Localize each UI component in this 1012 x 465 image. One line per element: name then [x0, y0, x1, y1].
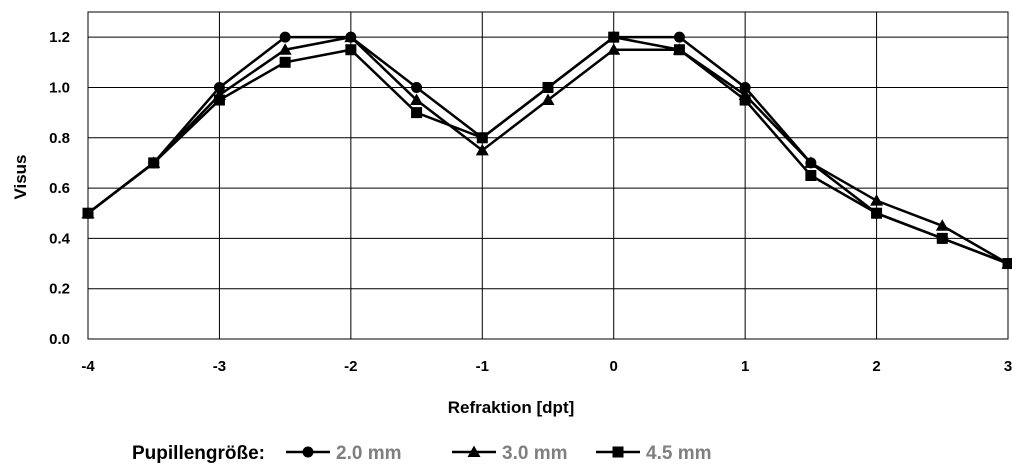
series-line [87, 35, 1009, 265]
legend-entry: 3.0 mm [452, 443, 567, 464]
data-point [410, 93, 424, 106]
data-point [279, 31, 291, 43]
y-tick-label: 0.6 [49, 180, 70, 197]
data-point [1002, 258, 1012, 270]
data-point [475, 143, 489, 156]
data-point [804, 156, 818, 168]
x-tick-label: -3 [213, 358, 226, 375]
series-triangle [81, 30, 1012, 269]
data-point [82, 207, 94, 219]
series-line [87, 35, 1009, 265]
data-point [608, 31, 620, 43]
data-point [739, 81, 751, 93]
data-point [871, 207, 883, 219]
series-circle [82, 31, 1012, 270]
series-line [87, 35, 1009, 265]
series-square [82, 31, 1012, 270]
legend-entry: 2.0 mm [286, 443, 401, 464]
data-point [541, 93, 555, 106]
x-tick-label: 1 [741, 358, 749, 375]
legend-label: 2.0 mm [336, 443, 401, 464]
legend-label: 3.0 mm [502, 443, 567, 464]
y-tick-label: 0.8 [49, 130, 70, 147]
data-point [476, 132, 488, 144]
x-tick-label: -2 [344, 358, 357, 375]
data-point [936, 232, 948, 244]
y-tick-label: 0.4 [49, 230, 71, 247]
y-tick-label: 0.2 [49, 281, 70, 298]
legend-marker [302, 446, 314, 458]
legend: Pupillengröße: 2.0 mm 3.0 mm 4.5 mm [132, 443, 711, 464]
data-point [148, 157, 160, 169]
x-tick-label: 3 [1004, 358, 1012, 375]
y-tick-label: 0.0 [49, 331, 70, 348]
y-tick-labels: 0.0 0.2 0.4 0.6 0.8 1.0 1.2 [49, 29, 71, 348]
series-layer [81, 30, 1012, 270]
data-point [673, 31, 685, 43]
data-point [344, 30, 358, 43]
data-point [411, 107, 423, 119]
x-tick-label: 2 [872, 358, 880, 375]
data-point [870, 194, 884, 206]
legend-label: 4.5 mm [646, 443, 711, 464]
legend-marker [612, 446, 624, 458]
legend-marker [467, 445, 481, 457]
data-point [542, 81, 554, 93]
x-tick-label: 0 [610, 358, 618, 375]
y-axis-title: Visus [11, 154, 30, 199]
x-tick-labels: -4 -3 -2 -1 0 1 2 3 [81, 358, 1012, 375]
data-point [213, 94, 225, 106]
x-tick-label: -4 [81, 358, 95, 375]
data-point [345, 44, 357, 56]
data-point [935, 219, 949, 231]
data-point [279, 56, 291, 68]
legend-entry: 4.5 mm [596, 443, 711, 464]
plot-frame [87, 11, 1009, 340]
grid-lines [87, 11, 1009, 340]
data-point [213, 81, 225, 93]
x-tick-label: -1 [476, 358, 489, 375]
x-axis-title: Refraktion [dpt] [448, 398, 575, 417]
data-point [673, 44, 685, 56]
data-point [607, 43, 621, 55]
data-point [805, 170, 817, 181]
y-tick-label: 1.2 [49, 29, 70, 46]
data-point [278, 43, 292, 55]
data-point [411, 81, 423, 93]
y-tick-label: 1.0 [49, 79, 70, 96]
legend-title: Pupillengröße: [132, 443, 265, 464]
data-point [739, 94, 751, 106]
